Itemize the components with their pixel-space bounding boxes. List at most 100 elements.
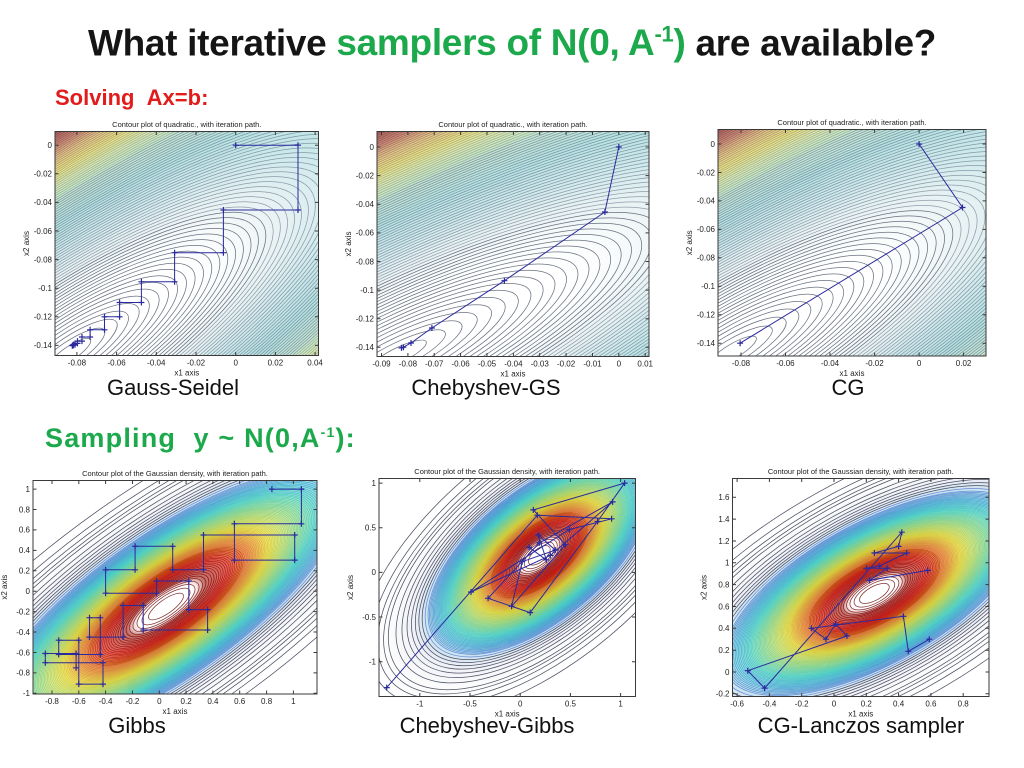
- svg-text:0.6: 0.6: [718, 602, 730, 611]
- svg-text:-0.02: -0.02: [356, 171, 375, 180]
- svg-text:-0.4: -0.4: [16, 628, 30, 637]
- svg-text:-0.07: -0.07: [425, 360, 444, 369]
- svg-text:-0.1: -0.1: [701, 282, 715, 291]
- svg-text:x2 axis: x2 axis: [346, 575, 355, 600]
- svg-text:-0.14: -0.14: [697, 339, 716, 348]
- svg-text:0: 0: [725, 668, 730, 677]
- svg-text:x2 axis: x2 axis: [685, 230, 694, 255]
- svg-text:-0.08: -0.08: [68, 359, 87, 368]
- svg-text:1: 1: [372, 479, 377, 488]
- svg-text:-0.04: -0.04: [34, 198, 53, 207]
- svg-text:0.4: 0.4: [207, 697, 219, 706]
- svg-text:-0.02: -0.02: [697, 168, 716, 177]
- svg-text:-0.4: -0.4: [99, 697, 113, 706]
- svg-text:0: 0: [518, 700, 523, 709]
- svg-text:-0.6: -0.6: [16, 648, 30, 657]
- svg-text:0: 0: [617, 360, 622, 369]
- svg-text:0.4: 0.4: [19, 546, 31, 555]
- svg-text:x1 axis: x1 axis: [840, 369, 865, 378]
- svg-text:-0.4: -0.4: [763, 700, 777, 709]
- svg-text:-1: -1: [23, 689, 31, 698]
- svg-text:-0.02: -0.02: [865, 359, 884, 368]
- svg-text:-0.2: -0.2: [795, 700, 809, 709]
- svg-text:-0.09: -0.09: [372, 360, 391, 369]
- svg-text:0.6: 0.6: [19, 526, 31, 535]
- svg-text:-0.6: -0.6: [72, 697, 86, 706]
- svg-text:1: 1: [725, 559, 730, 568]
- svg-text:-1: -1: [416, 700, 424, 709]
- svg-text:-0.14: -0.14: [34, 341, 53, 350]
- svg-text:Contour plot of the Gaussian d: Contour plot of the Gaussian density, wi…: [414, 467, 600, 476]
- svg-text:-0.2: -0.2: [126, 697, 140, 706]
- svg-text:-0.06: -0.06: [697, 225, 716, 234]
- svg-text:-0.2: -0.2: [16, 607, 30, 616]
- svg-text:-0.08: -0.08: [34, 255, 53, 264]
- svg-text:-1: -1: [369, 658, 377, 667]
- svg-text:0.8: 0.8: [718, 580, 730, 589]
- svg-text:0: 0: [832, 700, 837, 709]
- svg-text:0.4: 0.4: [893, 700, 905, 709]
- svg-text:0.2: 0.2: [19, 567, 31, 576]
- svg-text:-0.12: -0.12: [356, 315, 375, 324]
- svg-text:-0.08: -0.08: [399, 360, 418, 369]
- svg-text:0.01: 0.01: [637, 360, 653, 369]
- svg-text:-0.04: -0.04: [697, 197, 716, 206]
- svg-text:0: 0: [711, 140, 716, 149]
- svg-text:0.2: 0.2: [718, 646, 730, 655]
- svg-text:-0.5: -0.5: [463, 700, 477, 709]
- svg-text:-0.2: -0.2: [716, 690, 730, 699]
- svg-text:0.5: 0.5: [565, 700, 577, 709]
- svg-text:Contour plot of the Gaussian d: Contour plot of the Gaussian density, wi…: [768, 467, 954, 476]
- svg-text:-0.14: -0.14: [356, 343, 375, 352]
- svg-text:0: 0: [26, 587, 31, 596]
- svg-text:-0.5: -0.5: [362, 613, 376, 622]
- svg-text:-0.1: -0.1: [360, 286, 374, 295]
- svg-text:Contour plot of the Gaussian d: Contour plot of the Gaussian density, wi…: [82, 469, 268, 478]
- svg-text:1: 1: [618, 700, 623, 709]
- svg-text:x2 axis: x2 axis: [0, 575, 9, 600]
- svg-text:x1 axis: x1 axis: [174, 369, 199, 378]
- svg-text:-0.02: -0.02: [34, 170, 53, 179]
- svg-text:-0.05: -0.05: [478, 360, 497, 369]
- svg-text:0.02: 0.02: [268, 359, 284, 368]
- svg-text:-0.04: -0.04: [821, 359, 840, 368]
- svg-text:x2 axis: x2 axis: [22, 231, 31, 256]
- svg-text:-0.08: -0.08: [697, 254, 716, 263]
- svg-text:1.2: 1.2: [718, 537, 730, 546]
- svg-text:-0.01: -0.01: [583, 360, 602, 369]
- svg-text:0.8: 0.8: [261, 697, 273, 706]
- svg-text:-0.8: -0.8: [45, 697, 59, 706]
- svg-text:x2 axis: x2 axis: [344, 232, 353, 257]
- svg-text:x1 axis: x1 axis: [163, 707, 188, 716]
- svg-text:-0.02: -0.02: [557, 360, 576, 369]
- svg-text:0: 0: [372, 568, 377, 577]
- svg-text:0: 0: [48, 141, 53, 150]
- svg-text:0.8: 0.8: [19, 505, 31, 514]
- svg-text:-0.06: -0.06: [34, 227, 53, 236]
- svg-text:-0.06: -0.06: [776, 359, 795, 368]
- svg-text:-0.12: -0.12: [697, 311, 716, 320]
- svg-text:-0.04: -0.04: [356, 200, 375, 209]
- svg-text:Contour plot of quadratic., wi: Contour plot of quadratic., with iterati…: [438, 120, 587, 129]
- svg-text:-0.04: -0.04: [147, 359, 166, 368]
- svg-text:0.04: 0.04: [307, 359, 323, 368]
- svg-text:0.5: 0.5: [365, 524, 377, 533]
- svg-text:-0.04: -0.04: [504, 360, 523, 369]
- svg-text:Contour plot of quadratic., wi: Contour plot of quadratic., with iterati…: [777, 118, 926, 127]
- svg-text:0: 0: [370, 143, 375, 152]
- svg-text:-0.8: -0.8: [16, 669, 30, 678]
- svg-text:-0.08: -0.08: [356, 257, 375, 266]
- svg-text:x1 axis: x1 axis: [495, 710, 520, 719]
- svg-text:-0.08: -0.08: [732, 359, 751, 368]
- svg-text:Contour plot of quadratic., wi: Contour plot of quadratic., with iterati…: [112, 120, 261, 129]
- svg-text:-0.1: -0.1: [38, 284, 52, 293]
- svg-text:x2 axis: x2 axis: [700, 575, 709, 600]
- svg-text:0.6: 0.6: [925, 700, 937, 709]
- svg-text:-0.06: -0.06: [451, 360, 470, 369]
- svg-text:1.6: 1.6: [718, 493, 730, 502]
- svg-text:0: 0: [157, 697, 162, 706]
- svg-text:x1 axis: x1 axis: [848, 710, 873, 719]
- svg-text:0: 0: [233, 359, 238, 368]
- svg-text:1.4: 1.4: [718, 515, 730, 524]
- svg-text:0.2: 0.2: [181, 697, 193, 706]
